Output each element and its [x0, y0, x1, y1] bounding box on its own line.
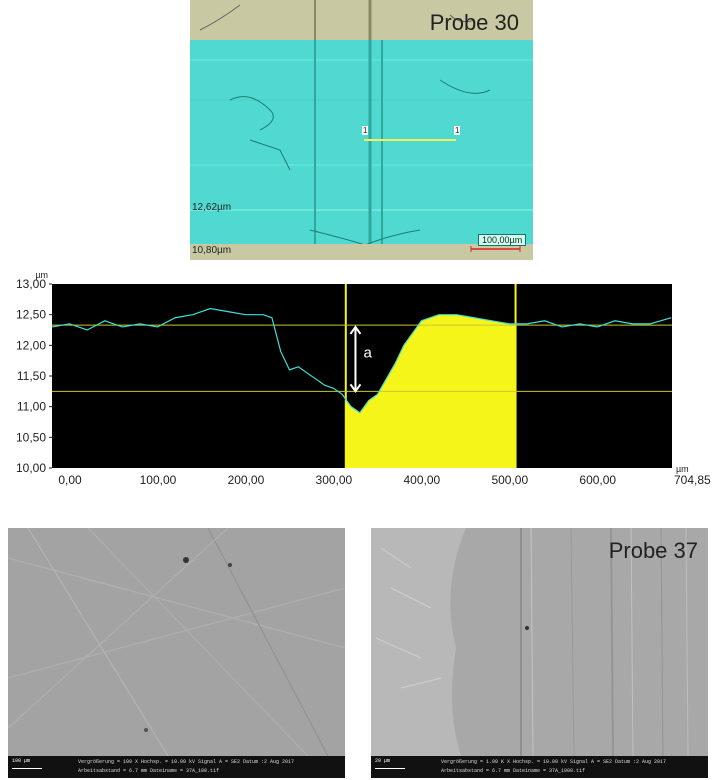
profile-marker-start: 1 — [362, 126, 369, 135]
y-tick-label: 11,50 — [17, 369, 46, 383]
sem-right-footer-line1: Vergrößerung = 1.00 K X Hochsp. = 10.00 … — [441, 759, 667, 765]
profile-chart: a 13,00 12,50 12,00 11,50 11,00 10,50 10,00 µm 0,… — [0, 264, 715, 489]
x-tick-label: 500,00 — [491, 473, 528, 487]
sem-left-texture — [8, 528, 345, 757]
scan-area — [190, 40, 533, 244]
sem-image-left: 100 µm Vergrößerung = 100 X Hochsp. = 10… — [8, 528, 345, 778]
y-tick-label: 12,50 — [16, 308, 46, 322]
x-tick-label: 300,00 — [316, 473, 353, 487]
x-end-label: 704,85 — [674, 473, 711, 487]
x-tick-label: 400,00 — [403, 473, 440, 487]
sem-right-title: Probe 37 — [608, 538, 698, 563]
microscope-top-texture — [199, 0, 476, 40]
y-tick-label: 11,00 — [17, 400, 46, 414]
arrow-head-up — [349, 325, 362, 335]
sem-right-scale-bar — [375, 768, 405, 769]
y-tick-label: 10,00 — [16, 461, 46, 475]
microscope-title: Probe 30 — [429, 10, 519, 35]
scale-bar-label: 100,00µm — [478, 234, 527, 246]
sem-left-footer: 100 µm Vergrößerung = 100 X Hochsp. = 10… — [8, 756, 345, 778]
y-tick-label: 10,50 — [16, 430, 46, 444]
sem-left-scale: 100 µm — [12, 758, 31, 764]
sem-left-scale-bar — [12, 768, 42, 769]
sem-left-footer-line1: Vergrößerung = 100 X Hochsp. = 10.00 kV … — [78, 759, 295, 765]
arrow-head-down — [349, 383, 362, 394]
annotation-label: a — [363, 345, 372, 362]
x-tick-label: 100,00 — [140, 473, 177, 487]
lower-height-label: 10,80µm — [192, 245, 232, 256]
sem-right-texture — [371, 528, 708, 757]
profile-marker-end: 1 — [454, 126, 461, 135]
sem-image-right: Probe 37 20 µm Vergrößerung = 1.00 K X H… — [371, 528, 708, 778]
x-tick-label: 0,00 — [58, 473, 82, 487]
microscope-image: Probe 30 1 1 12,62µm 10,80µm 100,00µm — [190, 0, 533, 260]
x-unit-label: µm — [676, 464, 689, 474]
sem-left-footer-line2: Arbeitsabstand = 6.7 mm Dateiname = 37A_… — [78, 768, 220, 774]
y-tick-label: 12,00 — [16, 338, 46, 352]
y-tick-label: 13,00 — [16, 277, 46, 291]
sem-right-footer-line2: Arbeitsabstand = 6.7 mm Dateiname = 37A_… — [441, 768, 586, 774]
y-unit-label: µm — [35, 270, 48, 280]
profile-line — [364, 139, 456, 141]
x-tick-label: 200,00 — [228, 473, 265, 487]
x-tick-label: 600,00 — [579, 473, 616, 487]
sem-right-footer: 20 µm Vergrößerung = 1.00 K X Hochsp. = … — [371, 756, 708, 778]
sem-right-scale: 20 µm — [375, 758, 391, 764]
upper-height-label: 12,62µm — [192, 202, 232, 213]
profile-chart-svg: a 13,00 12,50 12,00 11,50 11,00 10,50 10,00 µm 0,… — [16, 270, 711, 487]
scan-texture — [190, 40, 533, 244]
profile-series-line — [51, 307, 672, 414]
scale-bar — [470, 246, 521, 252]
